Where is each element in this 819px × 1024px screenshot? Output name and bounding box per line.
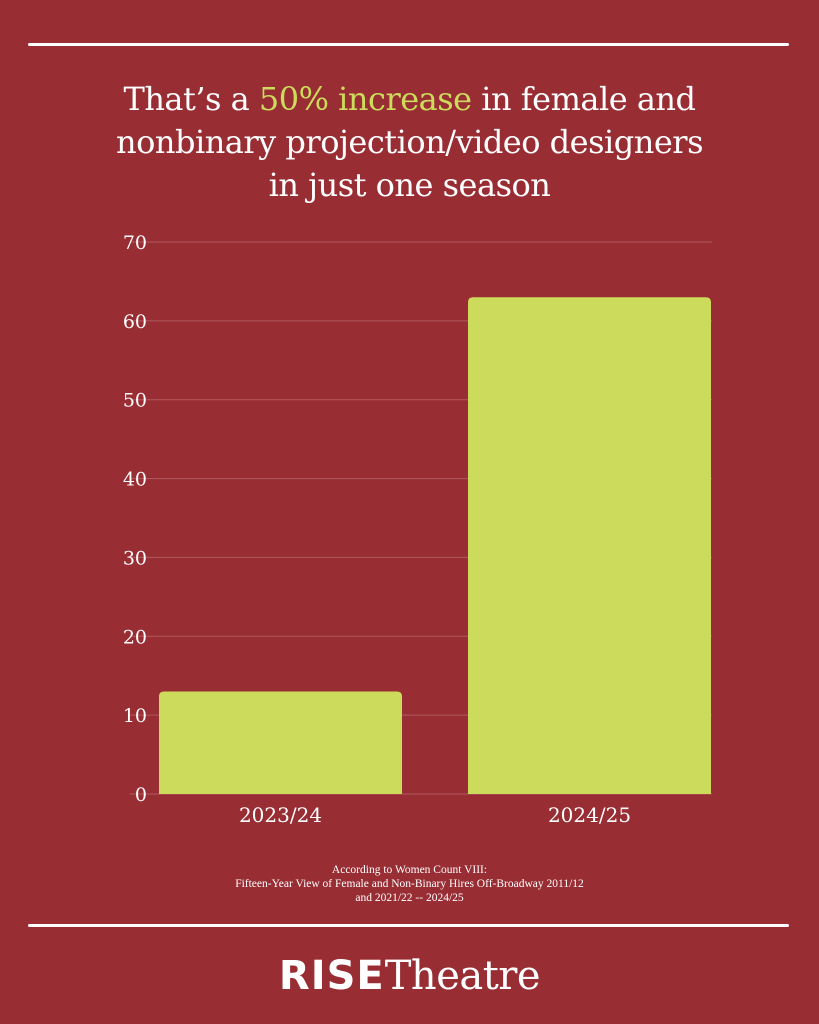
headline-highlight: 50% increase	[258, 80, 472, 118]
y-tick-label: 10	[123, 705, 147, 727]
headline-line2: nonbinary projection/video designers	[115, 123, 704, 161]
source-line-1: According to Women Count VIII:	[331, 864, 488, 876]
y-tick-label: 60	[123, 311, 147, 333]
bars	[159, 297, 711, 794]
rise-theatre-logo: RISETheatre	[0, 952, 819, 1000]
x-tick-label: 2024/25	[548, 803, 631, 827]
y-tick-label: 50	[123, 390, 147, 412]
bar-2023-24	[159, 691, 402, 794]
source-line-2: Fifteen-Year View of Female and Non-Bina…	[235, 878, 584, 890]
bar-chart: 0 10 20 30 40 50 60 70 2023/24 2024/25	[123, 232, 712, 827]
x-tick-label: 2023/24	[239, 803, 322, 827]
headline-line1-suffix: in female and	[471, 80, 696, 118]
source-line-3: and 2021/22 -- 2024/25	[355, 892, 464, 904]
top-divider	[28, 43, 789, 46]
headline-line3: in just one season	[268, 166, 551, 204]
logo-rise: RISE	[278, 953, 385, 999]
bottom-divider	[28, 924, 789, 927]
headline: That’s a 50% increase in female and nonb…	[60, 78, 759, 207]
y-tick-label: 0	[135, 784, 147, 806]
bar-2024-25	[468, 297, 711, 794]
y-tick-label: 20	[123, 626, 147, 648]
x-axis-ticks: 2023/24 2024/25	[239, 803, 631, 827]
logo-theatre: Theatre	[384, 953, 541, 999]
y-tick-label: 40	[123, 469, 147, 491]
source-note: According to Women Count VIII: Fifteen-Y…	[100, 863, 719, 905]
y-tick-label: 70	[123, 232, 147, 254]
headline-prefix: That’s a	[123, 80, 259, 118]
y-axis-ticks: 0 10 20 30 40 50 60 70	[123, 232, 147, 806]
y-tick-label: 30	[123, 547, 147, 569]
